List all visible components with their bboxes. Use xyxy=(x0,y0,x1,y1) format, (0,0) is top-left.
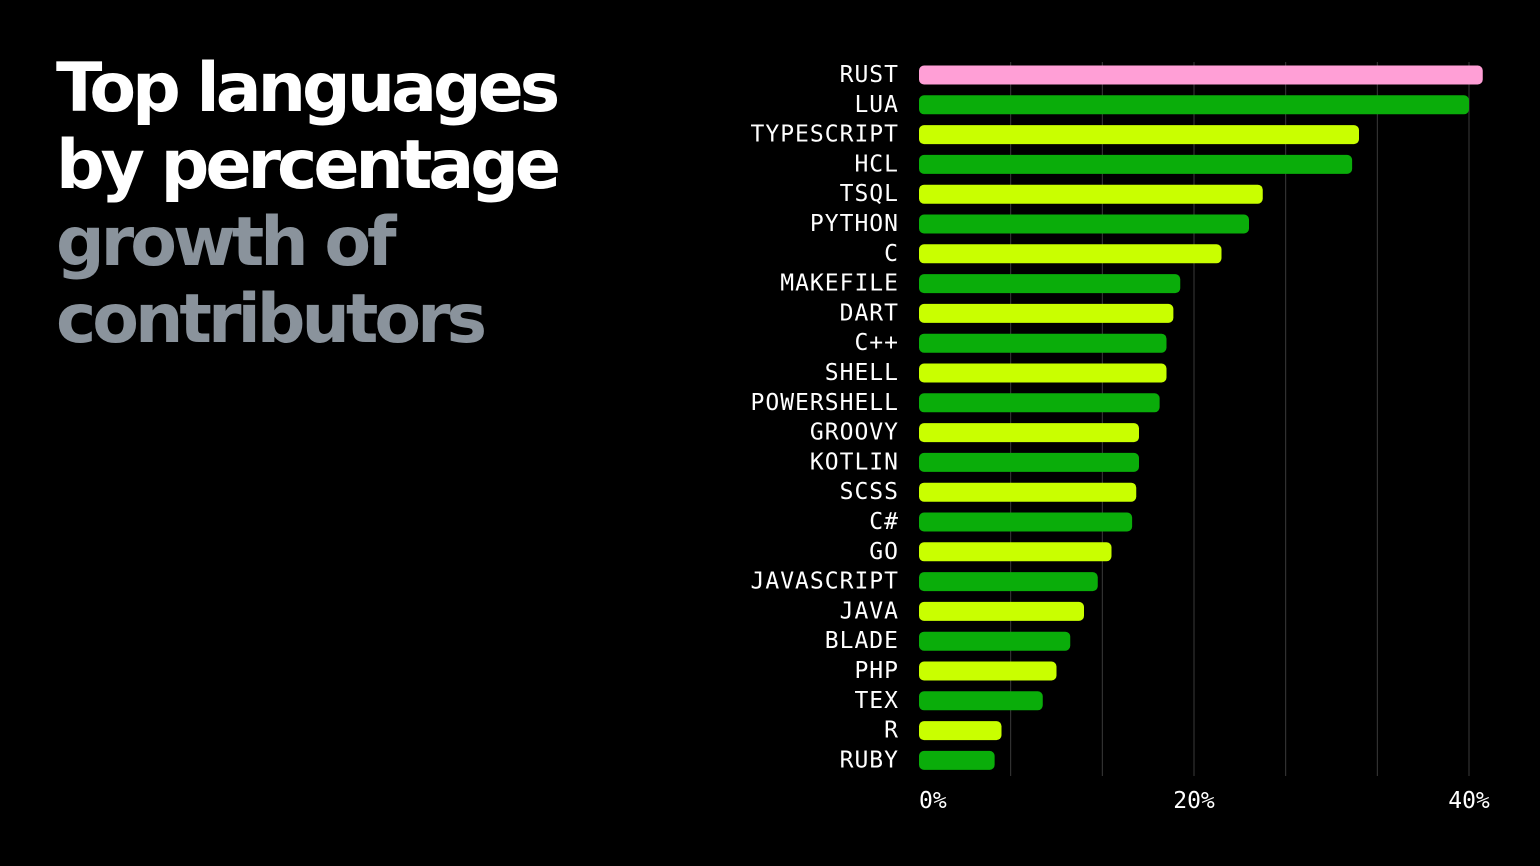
category-label: HCL xyxy=(854,151,899,177)
bar-c xyxy=(919,244,1222,264)
bar-dart xyxy=(919,303,1174,323)
bar-c- xyxy=(919,333,1167,353)
bar-c- xyxy=(919,512,1133,532)
category-label: RUBY xyxy=(840,747,899,773)
bar-powershell xyxy=(919,393,1160,413)
category-label: C# xyxy=(869,509,899,535)
category-label: POWERSHELL xyxy=(751,390,899,416)
bar-rust xyxy=(919,65,1483,85)
bar-javascript xyxy=(919,572,1098,592)
bars xyxy=(919,65,1483,770)
category-label: MAKEFILE xyxy=(780,271,899,297)
bar-kotlin xyxy=(919,452,1139,472)
x-tick-label: 40% xyxy=(1448,788,1490,814)
bar-tsql xyxy=(919,184,1263,204)
bar-groovy xyxy=(919,423,1139,443)
category-label: RUST xyxy=(840,62,899,88)
bar-hcl xyxy=(919,154,1353,174)
title-line-1: Top languages xyxy=(56,49,560,128)
bar-makefile xyxy=(919,274,1181,294)
bar-tex xyxy=(919,691,1043,711)
bar-shell xyxy=(919,363,1167,383)
bar-ruby xyxy=(919,750,995,770)
chart-title: Top languages by percentage growth of co… xyxy=(56,49,561,359)
category-label: TYPESCRIPT xyxy=(751,122,899,148)
category-labels: RUST LUA TYPESCRIPT HCL TSQL PYTHON C MAKEFILE D… xyxy=(751,62,899,773)
bar-python xyxy=(919,214,1249,234)
category-label: TEX xyxy=(854,688,899,714)
category-label: DART xyxy=(840,300,899,326)
x-tick-label: 0% xyxy=(919,788,947,814)
category-label: SCSS xyxy=(840,479,899,505)
bar-java xyxy=(919,601,1084,621)
category-label: PYTHON xyxy=(810,211,899,237)
bar-go xyxy=(919,542,1112,562)
category-label: JAVASCRIPT xyxy=(751,569,899,595)
bar-typescript xyxy=(919,125,1359,145)
title-line-4: contributors xyxy=(56,280,487,359)
category-label: PHP xyxy=(854,658,899,684)
x-tick-label: 20% xyxy=(1173,788,1215,814)
gridlines xyxy=(1010,62,1470,776)
bar-scss xyxy=(919,482,1137,502)
x-axis-ticks: 0% 20% 40% xyxy=(919,788,1490,814)
category-label: TSQL xyxy=(840,181,899,207)
category-label: R xyxy=(884,718,899,744)
bar-r xyxy=(919,721,1002,741)
category-label: LUA xyxy=(854,92,899,118)
category-label: GROOVY xyxy=(810,420,899,446)
category-label: KOTLIN xyxy=(810,449,899,475)
category-label: SHELL xyxy=(825,360,899,386)
title-line-3: growth of xyxy=(56,203,397,282)
category-label: GO xyxy=(869,539,899,565)
bar-php xyxy=(919,661,1057,681)
category-label: JAVA xyxy=(840,598,899,624)
bar-blade xyxy=(919,631,1071,651)
bar-lua xyxy=(919,95,1469,115)
title-line-2: by percentage xyxy=(56,126,561,205)
category-label: C++ xyxy=(854,330,899,356)
category-label: C xyxy=(884,241,899,267)
category-label: BLADE xyxy=(825,628,899,654)
